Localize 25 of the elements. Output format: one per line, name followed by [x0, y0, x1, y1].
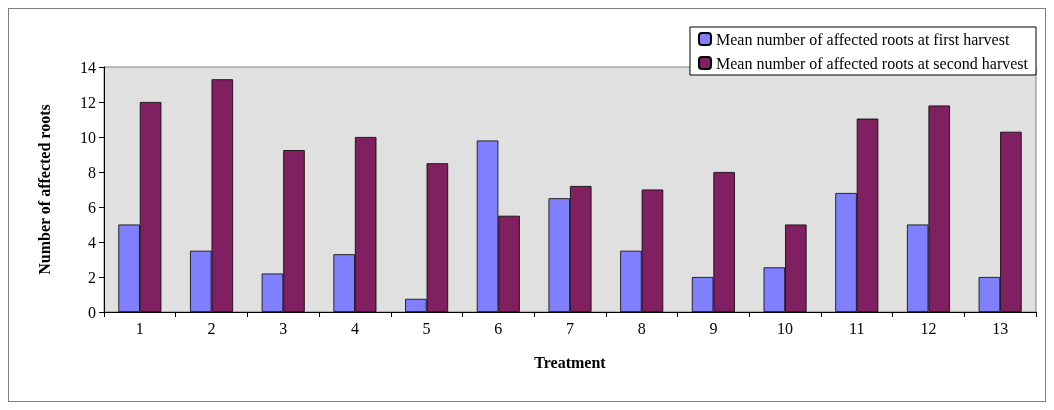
y-tick-label: 6 — [88, 198, 96, 216]
x-tick-label: 4 — [350, 319, 359, 337]
x-tick-label: 10 — [777, 319, 794, 337]
y-axis-title: Number of affected roots — [35, 104, 53, 275]
x-tick-label: 9 — [709, 319, 718, 337]
legend-label: Mean number of affected roots at second harvest — [715, 54, 1029, 72]
x-tick-label: 12 — [920, 319, 937, 337]
y-tick-label: 8 — [88, 163, 96, 181]
y-tick-label: 12 — [80, 93, 96, 111]
x-tick-label: 7 — [566, 319, 574, 337]
x-tick-label: 11 — [849, 319, 865, 337]
x-tick-label: 13 — [992, 319, 1009, 337]
y-tick-label: 4 — [88, 233, 96, 251]
x-tick-label: 2 — [207, 319, 216, 337]
x-tick-label: 5 — [422, 319, 431, 337]
y-tick-label: 0 — [88, 303, 96, 321]
legend-label: Mean number of affected roots at first harvest — [715, 30, 1010, 48]
x-tick-label: 1 — [135, 319, 144, 337]
x-tick-label: 3 — [279, 319, 288, 337]
x-axis-title: Treatment — [534, 353, 607, 371]
y-tick-label: 10 — [80, 128, 96, 146]
x-tick-label: 8 — [637, 319, 646, 337]
x-tick-label: 6 — [494, 319, 503, 337]
y-tick-label: 2 — [88, 268, 96, 286]
y-tick-label: 14 — [80, 58, 96, 76]
